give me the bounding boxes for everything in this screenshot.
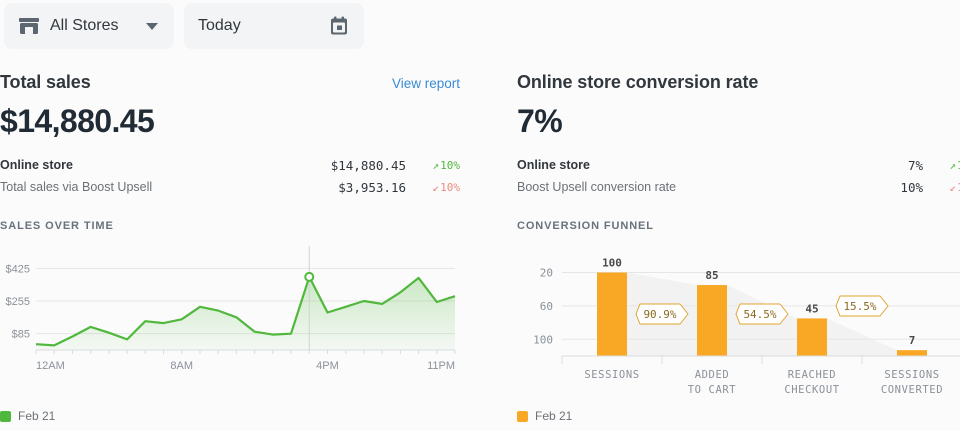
arrow-up-right-icon: ↗ bbox=[432, 158, 440, 172]
svg-text:100: 100 bbox=[533, 333, 553, 346]
table-row: Boost Upsell conversion rate 10% ↙ 10% bbox=[517, 176, 960, 198]
store-selector-label: All Stores bbox=[50, 17, 119, 34]
funnel-chart-legend: Feb 21 bbox=[517, 409, 572, 423]
table-row: Online store 7% ↗ 10% bbox=[517, 154, 960, 176]
legend-label: Feb 21 bbox=[18, 409, 56, 423]
row-value: $14,880.45 bbox=[330, 157, 406, 173]
conversion-rate-title: Online store conversion rate bbox=[517, 72, 759, 92]
row-label: Boost Upsell conversion rate bbox=[517, 180, 677, 194]
delta-value: 10% bbox=[440, 158, 460, 172]
status-badge: ↗ 10% bbox=[406, 158, 461, 172]
table-row: Total sales via Boost Upsell $3,953.16 ↙… bbox=[0, 176, 460, 198]
right-panel-header: Online store conversion rate bbox=[517, 72, 960, 93]
svg-text:90.9%: 90.9% bbox=[643, 308, 676, 321]
svg-text:4PM: 4PM bbox=[316, 360, 339, 372]
row-label: Total sales via Boost Upsell bbox=[0, 180, 153, 194]
svg-text:7: 7 bbox=[909, 334, 916, 347]
svg-text:12AM: 12AM bbox=[36, 360, 65, 372]
svg-text:100: 100 bbox=[602, 257, 622, 270]
svg-text:$85: $85 bbox=[12, 329, 30, 341]
svg-text:ADDED: ADDED bbox=[695, 369, 730, 381]
store-selector[interactable]: All Stores bbox=[4, 3, 174, 49]
arrow-up-right-icon: ↗ bbox=[949, 158, 957, 172]
status-badge: ↗ 10% bbox=[923, 159, 960, 172]
sales-over-time-label: SALES OVER TIME bbox=[0, 220, 114, 232]
svg-text:45: 45 bbox=[805, 302, 818, 315]
svg-text:11PM: 11PM bbox=[427, 360, 455, 372]
delta-value: 10% bbox=[957, 159, 960, 172]
page-title: Total sales bbox=[0, 72, 91, 92]
conversion-rate-value: 7% bbox=[517, 103, 563, 139]
conversion-funnel-label: CONVERSION FUNNEL bbox=[517, 220, 654, 232]
conversion-rate-breakdown: Online store 7% ↗ 10% Boost Upsell conve… bbox=[517, 154, 960, 198]
svg-text:20: 20 bbox=[540, 267, 553, 280]
status-badge: ↙ 10% bbox=[406, 180, 461, 194]
delta-value: 10% bbox=[957, 181, 960, 194]
svg-text:CHECKOUT: CHECKOUT bbox=[784, 384, 839, 394]
row-label: Online store bbox=[0, 158, 73, 172]
date-range-label: Today bbox=[198, 17, 241, 34]
svg-text:SESSIONS: SESSIONS bbox=[584, 369, 639, 381]
total-sales-panel: Total sales View report $14,880.45 Onlin… bbox=[0, 62, 460, 431]
svg-text:SESSIONS: SESSIONS bbox=[884, 369, 939, 381]
legend-swatch bbox=[517, 410, 528, 422]
chevron-down-icon bbox=[146, 22, 159, 30]
date-range-selector[interactable]: Today bbox=[184, 3, 364, 49]
row-label: Online store bbox=[517, 158, 590, 172]
svg-text:8AM: 8AM bbox=[170, 360, 193, 372]
svg-text:$425: $425 bbox=[6, 263, 30, 275]
svg-text:$255: $255 bbox=[6, 296, 30, 308]
svg-text:85: 85 bbox=[705, 269, 718, 282]
svg-text:CONVERTED: CONVERTED bbox=[881, 384, 943, 394]
arrow-down-left-icon: ↙ bbox=[432, 180, 440, 194]
sales-chart-legend: Feb 21 bbox=[0, 409, 55, 423]
total-sales-breakdown: Online store $14,880.45 ↗ 10% Total sale… bbox=[0, 154, 460, 198]
total-sales-value: $14,880.45 bbox=[0, 103, 155, 139]
svg-text:REACHED: REACHED bbox=[788, 369, 836, 381]
svg-text:54.5%: 54.5% bbox=[743, 308, 776, 321]
row-value: 10% bbox=[900, 179, 923, 195]
calendar-icon[interactable] bbox=[328, 15, 350, 37]
conversion-rate-panel: Online store conversion rate 7% Online s… bbox=[517, 62, 960, 431]
arrow-down-left-icon: ↙ bbox=[949, 180, 957, 194]
view-report-link[interactable]: View report bbox=[391, 76, 460, 91]
delta-value: 10% bbox=[440, 180, 460, 194]
store-icon bbox=[18, 16, 40, 36]
status-badge: ↙ 10% bbox=[923, 181, 960, 194]
row-value: 7% bbox=[907, 157, 923, 173]
svg-text:15.5%: 15.5% bbox=[843, 300, 876, 313]
svg-text:60: 60 bbox=[540, 300, 553, 313]
legend-label: Feb 21 bbox=[535, 409, 573, 423]
svg-text:TO CART: TO CART bbox=[688, 384, 737, 394]
left-panel-header: Total sales View report bbox=[0, 72, 460, 93]
row-value: $3,953.16 bbox=[338, 179, 406, 195]
legend-swatch bbox=[0, 410, 11, 422]
toolbar: All Stores Today bbox=[0, 0, 960, 52]
conversion-funnel-chart[interactable]: 100 60 20 100 85 45 7 90.9% 54.5% 15.5% SESSIONS AD… bbox=[517, 244, 960, 396]
table-row: Online store $14,880.45 ↗ 10% bbox=[0, 154, 460, 176]
